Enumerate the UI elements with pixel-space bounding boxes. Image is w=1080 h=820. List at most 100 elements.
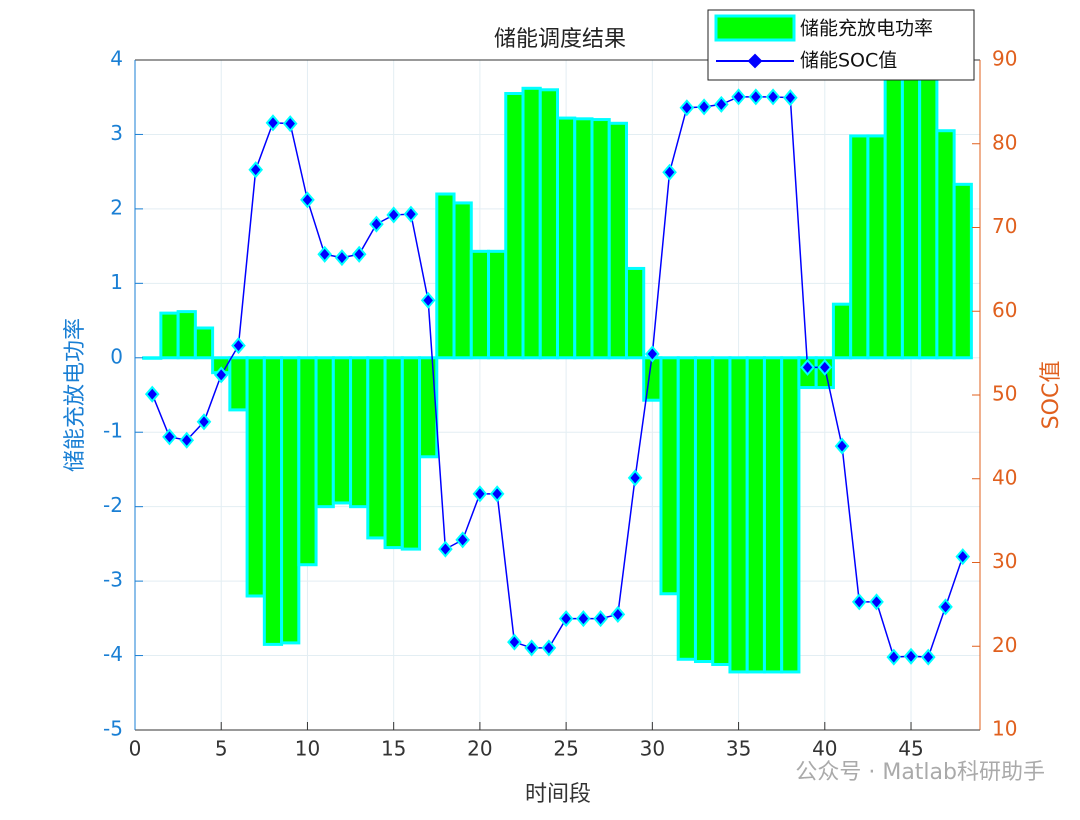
soc-marker — [489, 485, 505, 503]
bar — [935, 129, 956, 360]
soc-marker — [920, 648, 936, 666]
soc-marker — [800, 358, 815, 376]
soc-marker — [300, 191, 315, 209]
soc-marker — [420, 291, 436, 309]
y2-tick-label: 40 — [992, 465, 1017, 489]
bar — [487, 249, 508, 360]
soc-marker — [696, 98, 712, 116]
bar — [245, 356, 266, 598]
bar — [590, 118, 611, 360]
y-tick-label: -4 — [103, 642, 123, 666]
soc-marker — [938, 598, 953, 616]
soc-marker — [403, 205, 419, 223]
bar — [193, 326, 215, 360]
soc-marker — [679, 99, 695, 117]
x-tick-label: 15 — [381, 737, 406, 761]
bar — [573, 117, 594, 360]
bar — [866, 134, 887, 360]
soc-marker — [282, 115, 298, 133]
bar — [383, 356, 404, 550]
soc-marker — [765, 88, 781, 106]
y-tick-label: -3 — [103, 568, 123, 592]
bar — [435, 192, 456, 360]
y-tick-label: -1 — [103, 419, 123, 443]
x-tick-label: 10 — [295, 737, 320, 761]
bar — [400, 356, 422, 551]
soc-marker — [645, 345, 660, 363]
y-tick-label: 0 — [110, 344, 123, 368]
y-tick-label: 2 — [110, 195, 123, 219]
bar — [849, 134, 870, 360]
bar — [469, 249, 491, 360]
x-tick-label: 30 — [640, 737, 665, 761]
soc-marker — [369, 215, 384, 233]
y-tick-label: 3 — [110, 121, 123, 145]
y-tick-label: 4 — [110, 47, 123, 71]
y2-tick-label: 50 — [992, 382, 1017, 406]
soc-marker — [265, 114, 281, 132]
bar — [538, 88, 560, 360]
bar — [711, 356, 732, 666]
soc-marker — [748, 88, 764, 106]
soc-marker — [731, 88, 746, 106]
x-tick-label: 35 — [726, 737, 751, 761]
bar — [883, 60, 904, 360]
x-axis-label: 时间段 — [525, 782, 591, 807]
bar — [314, 356, 335, 509]
bar — [659, 356, 680, 596]
y2-tick-label: 80 — [992, 130, 1017, 154]
soc-marker — [231, 337, 246, 355]
soc-marker — [524, 639, 539, 657]
bar — [693, 356, 715, 664]
soc-marker — [438, 540, 453, 558]
bar — [142, 356, 163, 360]
soc-marker — [851, 593, 867, 611]
x-tick-label: 40 — [812, 737, 837, 761]
bar — [280, 356, 301, 645]
bar — [418, 356, 439, 459]
soc-marker — [213, 366, 229, 384]
soc-marker — [541, 639, 557, 657]
y-axis-label: 储能充放电功率 — [63, 318, 88, 472]
bar — [521, 86, 542, 360]
soc-marker — [610, 605, 626, 623]
soc-marker — [903, 647, 919, 665]
soc-marker — [558, 610, 574, 628]
soc-marker — [782, 89, 798, 107]
soc-marker — [334, 249, 350, 267]
legend: 储能充放电功率 储能SOC值 — [707, 9, 975, 81]
soc-marker — [662, 163, 677, 181]
legend-swatch — [747, 53, 763, 69]
bar — [728, 356, 749, 674]
x-tick-label: 5 — [215, 737, 228, 761]
x-tick-label: 25 — [553, 737, 578, 761]
soc-marker — [196, 413, 212, 431]
x-tick-label: 20 — [467, 737, 492, 761]
y2-tick-label: 90 — [992, 47, 1017, 71]
bar — [900, 60, 922, 360]
bar — [297, 356, 318, 567]
chart-title: 储能调度结果 — [494, 27, 626, 52]
y2-tick-label: 30 — [992, 549, 1017, 573]
y-tick-label: -5 — [103, 717, 123, 741]
bar — [331, 356, 353, 505]
bar — [607, 121, 628, 360]
soc-marker — [627, 469, 643, 487]
soc-marker — [179, 431, 195, 449]
bar — [228, 356, 249, 412]
soc-marker — [817, 358, 833, 376]
bar — [366, 356, 387, 540]
bar — [262, 356, 284, 646]
y-tick-label: 1 — [110, 270, 123, 294]
bar — [780, 356, 801, 674]
watermark: 公众号 · Matlab科研助手 — [795, 760, 1045, 785]
bar — [504, 92, 525, 360]
y2-axis-label: SOC值 — [1039, 361, 1064, 430]
x-tick-label: 45 — [898, 737, 923, 761]
bar — [952, 182, 973, 360]
soc-marker — [593, 610, 608, 628]
soc-marker — [507, 633, 522, 651]
bar — [556, 116, 577, 360]
legend-label: 储能充放电功率 — [800, 18, 933, 40]
